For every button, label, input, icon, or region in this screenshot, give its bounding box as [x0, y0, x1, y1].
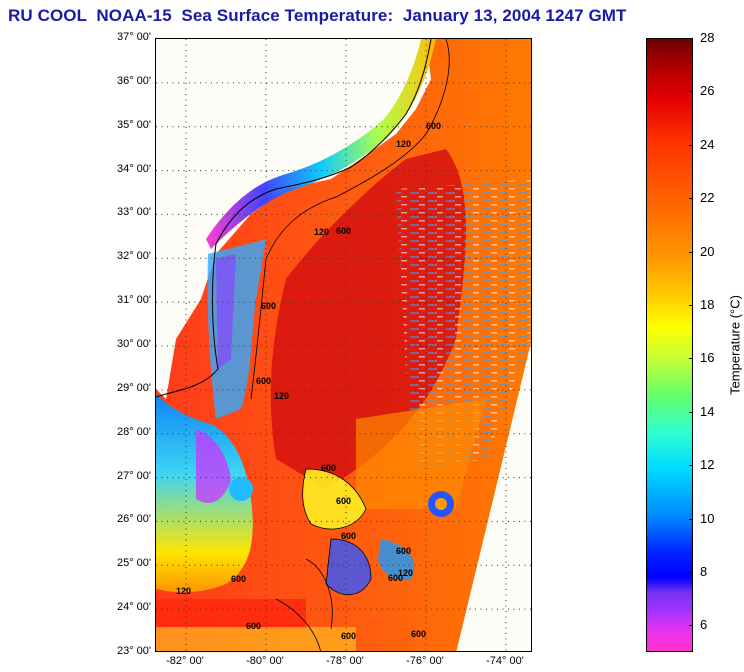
contour-label: 600 [388, 573, 403, 583]
latitude-label: 30° 00' [116, 338, 151, 350]
longitude-label: -76° 00' [406, 655, 444, 667]
contour-label: 600 [341, 531, 356, 541]
colorbar-tick-label: 14 [700, 403, 715, 419]
contour-label: 600 [231, 574, 246, 584]
sst-map-image: 6001206001206006001206006006006006001206… [156, 39, 531, 651]
colorbar-gradient [647, 39, 692, 651]
colorbar-tick [689, 625, 693, 627]
latitude-label: 34° 00' [116, 162, 151, 175]
colorbar-tick [689, 198, 693, 200]
contour-label: 120 [396, 139, 411, 149]
colorbar-tick [689, 358, 693, 360]
contour-label: 600 [341, 631, 356, 641]
colorbar-tick-label: 24 [700, 136, 715, 152]
colorbar-tick-label: 8 [700, 563, 708, 579]
colorbar-tick-label: 6 [700, 617, 708, 633]
colorbar-tick-label: 18 [700, 296, 715, 312]
contour-label: 600 [411, 629, 426, 639]
colorbar-tick-label: 10 [700, 510, 715, 526]
colorbar-tick [689, 465, 693, 467]
contour-label: 600 [426, 121, 441, 131]
contour-label: 600 [336, 496, 351, 506]
colorbar-tick [689, 144, 693, 146]
latitude-label: 32° 00' [116, 250, 151, 263]
colorbar-tick [689, 304, 693, 306]
colorbar-tick-label: 20 [700, 243, 715, 259]
latitude-label: 37° 00' [116, 31, 151, 43]
latitude-label: 28° 00' [116, 425, 151, 438]
contour-label: 600 [256, 376, 271, 386]
latitude-label: 33° 00' [116, 206, 151, 219]
colorbar-tick [689, 38, 693, 39]
colorbar-tick [689, 411, 693, 413]
latitude-label: 26° 00' [116, 513, 151, 526]
latitude-label: 25° 00' [116, 557, 151, 570]
contour-label: 600 [336, 226, 351, 236]
latitude-label: 29° 00' [116, 381, 151, 394]
longitude-label: -80° 00' [246, 655, 284, 667]
colorbar-tick-label: 16 [700, 350, 715, 366]
coastline [156, 39, 432, 398]
colorbar-tick-label: 22 [700, 190, 715, 206]
colorbar-tick-label: 26 [700, 83, 715, 99]
contour-label: 120 [398, 568, 413, 578]
colorbar-title: Temperature (°C) [727, 295, 743, 395]
contour-label: 600 [321, 463, 336, 473]
colorbar-tick-label: 28 [700, 30, 715, 45]
contour-label: 600 [261, 301, 276, 311]
map-title: RU COOL NOAA-15 Sea Surface Temperature:… [8, 6, 627, 25]
sst-map[interactable]: 600 120 600 120 600 600 120 600 600 600 600 600 120 6… [155, 38, 532, 652]
latitude-label: 35° 00' [116, 118, 151, 131]
colorbar-tick [689, 251, 693, 253]
colorbar [646, 38, 693, 652]
colorbar-tick [689, 571, 693, 573]
contour-label: 120 [314, 227, 329, 237]
latitude-label: 31° 00' [116, 294, 151, 307]
contour-label: 120 [176, 586, 191, 596]
colorbar-tick [689, 518, 693, 520]
longitude-label: -82° 00' [166, 655, 204, 667]
colorbar-tick [689, 91, 693, 93]
latitude-label: 36° 00' [116, 74, 151, 87]
latitude-label: 27° 00' [116, 469, 151, 482]
colorbar-tick-label: 12 [700, 457, 715, 473]
latitude-label: 23° 00' [116, 645, 151, 657]
contour-label: 600 [246, 621, 261, 631]
contour-label: 600 [396, 546, 411, 556]
longitude-label: -78° 00' [326, 655, 364, 667]
contour-label: 120 [274, 391, 289, 401]
latitude-label: 24° 00' [116, 601, 151, 614]
longitude-label: -74° 00' [486, 655, 524, 667]
